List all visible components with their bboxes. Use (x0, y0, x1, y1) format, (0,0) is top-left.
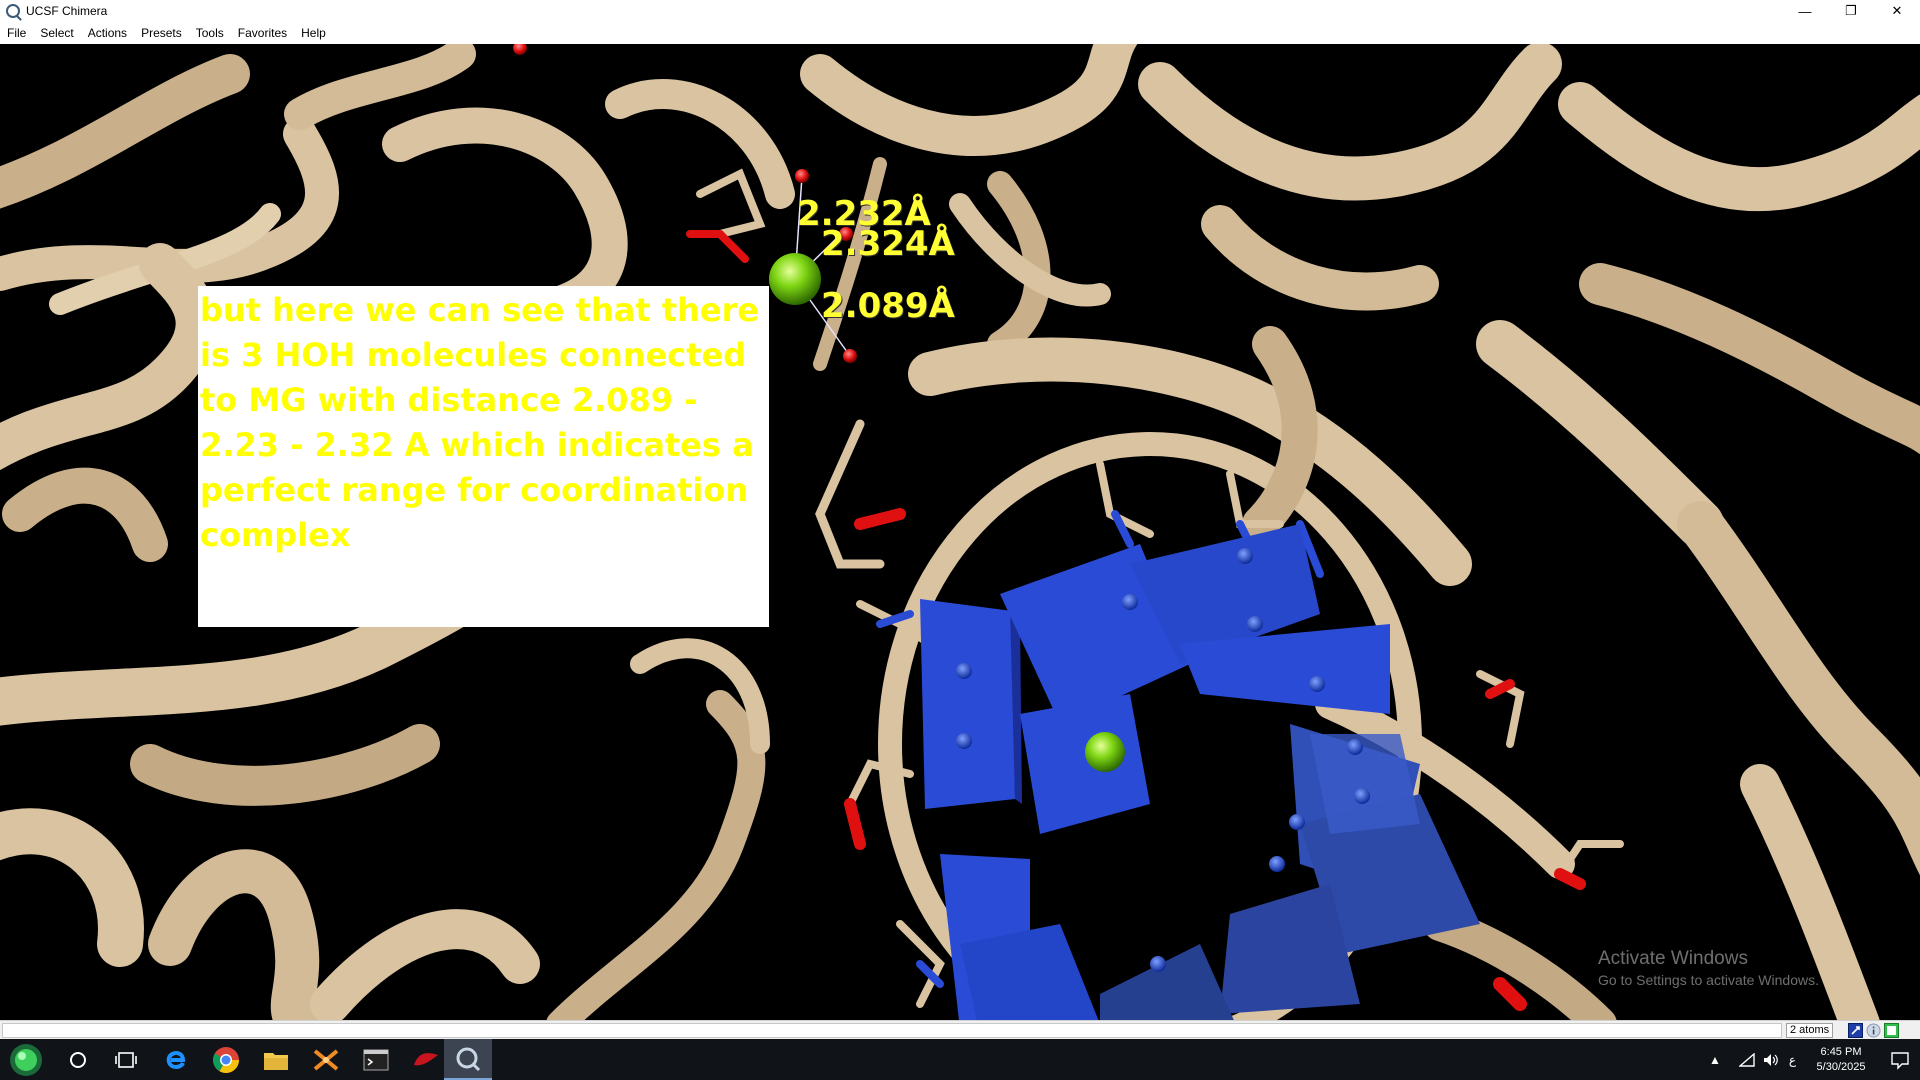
molecular-scene[interactable] (0, 44, 1920, 1020)
window-title: UCSF Chimera (26, 4, 108, 18)
cortana-search-icon (70, 1051, 86, 1068)
water-oxygen-2[interactable] (839, 227, 853, 241)
title-bar: UCSF Chimera — ❐ ✕ (0, 0, 1920, 22)
pymol-taskbar-button[interactable] (302, 1039, 350, 1080)
terminal-icon (363, 1049, 389, 1070)
volume-icon[interactable] (1763, 1053, 1779, 1067)
show-hidden-icons[interactable]: ▲ (1708, 1052, 1721, 1067)
chimera-icon (456, 1047, 481, 1071)
selection-inspector-icon[interactable] (1848, 1023, 1863, 1038)
magnesium-atom-2[interactable] (1085, 732, 1125, 772)
status-bar: 2 atoms (0, 1020, 1920, 1039)
network-icon[interactable] (1738, 1052, 1755, 1067)
watermark-title: Activate Windows (1598, 948, 1748, 969)
menu-favorites[interactable]: Favorites (237, 26, 288, 40)
graphics-viewport[interactable]: 2.232Å 2.324Å 2.089Å but here we can see… (0, 44, 1920, 1020)
status-message (2, 1023, 1782, 1038)
task-view-icon (115, 1051, 137, 1068)
menu-actions[interactable]: Actions (87, 26, 128, 40)
windows-taskbar: ▲ ع 6:45 PM 5/30/2025 (0, 1039, 1920, 1080)
molecule-app-icon (313, 1048, 339, 1071)
close-button[interactable]: ✕ (1891, 3, 1903, 18)
oxygen-atom[interactable] (513, 44, 527, 55)
water-oxygen-1[interactable] (795, 169, 809, 183)
slab-atoms (956, 548, 1370, 972)
taskbar-clock[interactable]: 6:45 PM 5/30/2025 (1802, 1045, 1880, 1075)
input-language-indicator[interactable]: ع (1788, 1052, 1796, 1067)
chrome-icon (212, 1046, 239, 1073)
annotation-text: but here we can see that there is 3 HOH … (200, 291, 760, 554)
command-line-icon[interactable] (1884, 1023, 1899, 1038)
clock-date: 5/30/2025 (1816, 1060, 1866, 1073)
menu-tools[interactable]: Tools (195, 26, 224, 40)
menu-select[interactable]: Select (40, 26, 74, 40)
restore-button[interactable]: ❐ (1845, 3, 1857, 18)
distance-label-1: 2.232Å (797, 194, 931, 234)
edge-icon (166, 1050, 186, 1069)
menu-bar: File Select Actions Presets Tools Favori… (0, 22, 1920, 44)
system-tray: ▲ ع 6:45 PM 5/30/2025 (1709, 1039, 1920, 1080)
start-button[interactable] (2, 1039, 50, 1080)
edge-taskbar-button[interactable] (152, 1039, 200, 1080)
menu-help[interactable]: Help (301, 26, 326, 40)
chimera-taskbar-button[interactable] (444, 1039, 492, 1080)
annotation-note: but here we can see that there is 3 HOH … (198, 286, 769, 627)
magnesium-atom[interactable] (769, 253, 821, 305)
chimera-app-icon (6, 4, 20, 18)
task-view-button[interactable] (102, 1039, 150, 1080)
nucleic-acid-slabs (920, 524, 1480, 1020)
menu-file[interactable]: File (7, 26, 27, 40)
side-chains (686, 168, 1624, 1011)
search-button[interactable] (54, 1039, 102, 1080)
watermark-subtitle: Go to Settings to activate Windows. (1598, 972, 1819, 988)
file-explorer-taskbar-button[interactable] (252, 1039, 300, 1080)
notifications-icon[interactable] (1880, 1050, 1920, 1070)
red-app-icon (414, 1052, 438, 1065)
protein-ribbons (0, 44, 1920, 1020)
chrome-taskbar-button[interactable] (202, 1039, 250, 1080)
clock-time: 6:45 PM (1820, 1045, 1862, 1058)
minimize-button[interactable]: — (1798, 3, 1812, 19)
water-oxygen-3[interactable] (843, 349, 857, 363)
menu-presets[interactable]: Presets (141, 26, 182, 40)
selection-count[interactable]: 2 atoms (1786, 1023, 1834, 1038)
distance-label-3: 2.089Å (821, 286, 955, 326)
activation-watermark: Activate Windows Go to Settings to activ… (1598, 948, 1819, 988)
distance-label-2: 2.324Å (821, 224, 955, 264)
info-icon[interactable] (1866, 1023, 1881, 1038)
folder-icon (264, 1052, 288, 1070)
start-orb-icon (10, 1043, 42, 1076)
red-app-taskbar-button[interactable] (402, 1039, 450, 1080)
terminal-taskbar-button[interactable] (352, 1039, 400, 1080)
